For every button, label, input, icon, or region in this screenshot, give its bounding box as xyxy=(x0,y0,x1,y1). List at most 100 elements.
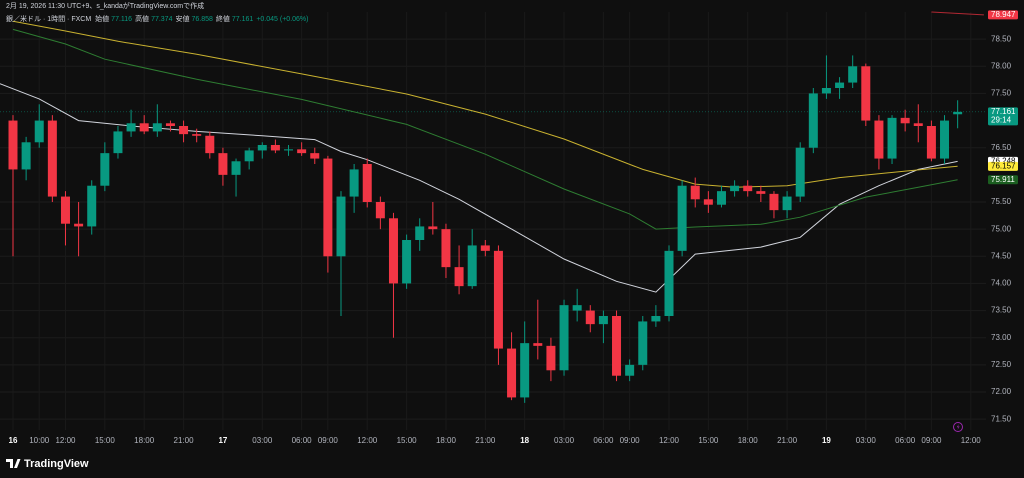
candle-body xyxy=(8,120,18,170)
logo: TradingView xyxy=(6,458,89,470)
ma-line xyxy=(931,11,984,16)
legend-text: 76.858 xyxy=(191,16,213,23)
x-tick-label: 06:00 xyxy=(895,436,916,445)
candle-body xyxy=(572,305,582,311)
candle-body xyxy=(323,158,333,257)
price-label: 78.947 xyxy=(991,10,1016,19)
candle-body xyxy=(690,185,700,200)
candle-body xyxy=(297,149,307,154)
candle-body xyxy=(926,126,936,159)
x-tick-label: 16 xyxy=(9,436,18,445)
y-tick-label: 75.50 xyxy=(991,197,1012,206)
x-tick-label: 19 xyxy=(822,436,831,445)
candle-body xyxy=(559,305,569,371)
y-tick-label: 72.00 xyxy=(991,387,1012,396)
candle-body xyxy=(887,117,897,159)
countdown: 29:14 xyxy=(991,115,1012,124)
x-tick-label: 18:00 xyxy=(134,436,155,445)
x-tick-label: 12:00 xyxy=(357,436,378,445)
price-label-bg xyxy=(988,10,1018,20)
candle-body xyxy=(533,343,543,346)
candle-body xyxy=(126,123,136,132)
candle-body xyxy=(152,123,162,132)
candle-body xyxy=(87,185,97,227)
legend-text: 終値 xyxy=(216,14,230,23)
candle-body xyxy=(349,169,359,197)
candle-body xyxy=(21,142,31,170)
candle-body xyxy=(362,164,372,202)
candle-body xyxy=(205,135,215,154)
price-label: 76.248 xyxy=(991,157,1016,166)
candle-body xyxy=(756,191,766,194)
candle-body xyxy=(113,131,123,154)
price-label: 77.161 xyxy=(991,107,1016,116)
candle-body xyxy=(874,120,884,159)
candle-body xyxy=(47,120,57,197)
candle-body xyxy=(546,345,556,371)
candle-body xyxy=(861,66,871,121)
x-tick-label: 09:00 xyxy=(318,436,339,445)
axis: 71.50 72.00 72.50 73.00 73.50 74.00 74.50 75.00… xyxy=(9,10,1018,445)
x-tick-label: 06:00 xyxy=(292,436,313,445)
created-note: 2月 19, 2026 11:30 UTC+9、s_kandaがTradingV… xyxy=(6,1,204,10)
candle-body xyxy=(441,229,451,268)
y-tick-label: 74.50 xyxy=(991,251,1012,260)
candle-body xyxy=(598,316,608,325)
candle-body xyxy=(743,185,753,192)
candle-body xyxy=(769,193,779,211)
candle-body xyxy=(507,348,517,398)
x-tick-label: 18 xyxy=(520,436,529,445)
candle-body xyxy=(257,145,267,151)
candle-body xyxy=(100,153,110,186)
candle-body xyxy=(664,250,674,316)
candle-body xyxy=(388,218,398,284)
candle-body xyxy=(493,250,503,349)
candle-body xyxy=(730,185,740,192)
x-tick-label: 21:00 xyxy=(174,436,195,445)
candle-body xyxy=(284,149,294,151)
y-tick-label: 78.50 xyxy=(991,34,1012,43)
plot xyxy=(0,11,984,403)
candle-body xyxy=(336,196,346,257)
y-tick-label: 78.00 xyxy=(991,61,1012,70)
candle-body xyxy=(716,191,726,205)
candle-body xyxy=(179,126,189,135)
candle-body xyxy=(900,117,910,124)
candle-body xyxy=(139,123,149,132)
candle-body xyxy=(808,93,818,148)
x-tick-label: 03:00 xyxy=(554,436,575,445)
candle-body xyxy=(415,226,425,240)
ma-line xyxy=(12,20,958,188)
legend-text: +0.045 (+0.06%) xyxy=(256,16,308,23)
x-tick-label: 15:00 xyxy=(397,436,418,445)
candle-body xyxy=(835,82,845,88)
candle-body xyxy=(165,123,175,126)
x-tick-label: 18:00 xyxy=(738,436,759,445)
candle-body xyxy=(467,245,477,287)
candle-body xyxy=(612,316,622,376)
candle-body xyxy=(782,196,792,211)
candle-body xyxy=(244,150,254,162)
candle-body xyxy=(60,196,70,224)
legend-text: 高値 xyxy=(135,14,149,23)
x-tick-label: 12:00 xyxy=(55,436,76,445)
candle-body xyxy=(34,120,44,143)
price-label-bg xyxy=(988,161,1018,171)
y-tick-label: 75.00 xyxy=(991,224,1012,233)
candle-body xyxy=(703,199,713,205)
candle-body xyxy=(848,66,858,83)
x-tick-label: 12:00 xyxy=(961,436,982,445)
x-tick-label: 15:00 xyxy=(95,436,116,445)
candle-body xyxy=(428,226,438,230)
legend-text: 77.116 xyxy=(111,16,132,23)
price-label: 76.157 xyxy=(991,161,1016,170)
legend-text: 始値 xyxy=(95,14,109,23)
candle-body xyxy=(677,185,687,251)
alert-icon[interactable] xyxy=(953,422,963,432)
x-tick-label: 09:00 xyxy=(620,436,641,445)
y-tick-label: 73.50 xyxy=(991,306,1012,315)
candle-body xyxy=(192,134,202,136)
legend-line: 銀／米ドル · 1時間 · FXCM 始値 77.116 高値 77.374 安値 76.8… xyxy=(6,14,308,23)
